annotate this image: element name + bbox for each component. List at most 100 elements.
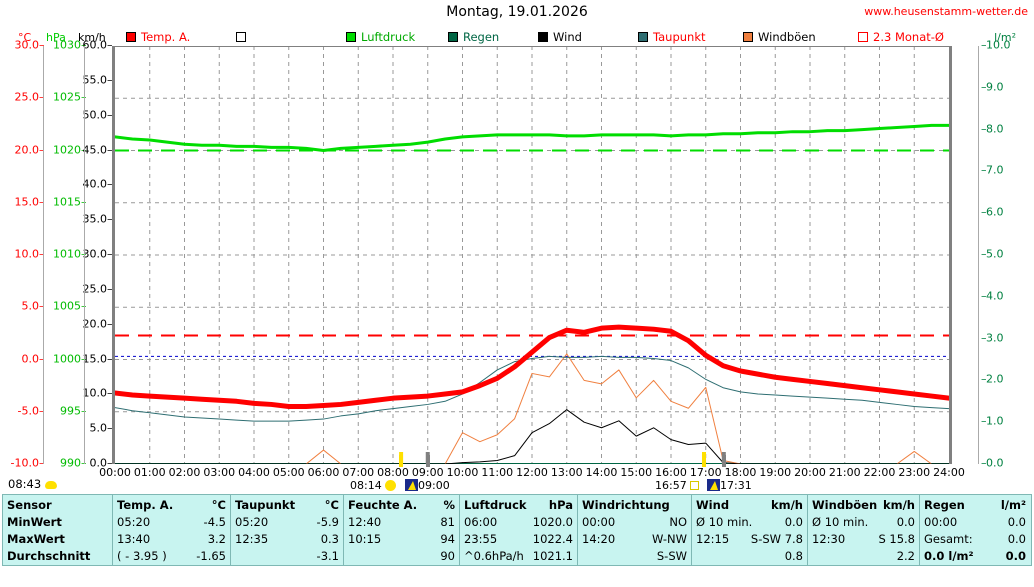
table-cell-label: 05:20 — [117, 515, 151, 529]
table-header-label: Windböen — [812, 498, 878, 512]
table-cell-label: 00:00 — [582, 515, 616, 529]
axis-tick: 995– — [60, 404, 87, 418]
x-axis-tick-label: 14:00 — [585, 466, 618, 479]
table-cell-value: NO — [669, 515, 687, 529]
x-axis-tick-label: 01:00 — [133, 466, 166, 479]
table-cell-value: 1022.4 — [532, 532, 573, 546]
axis-tick: 50.0– — [82, 108, 113, 122]
chart-svg — [115, 46, 949, 464]
table-row: Ø 10 min. 0.0 — [696, 514, 803, 531]
axis-tick: –7.0 — [981, 163, 1004, 177]
table-row: ^0.6hPa/h 1021.1 — [464, 548, 573, 565]
pressure-axis: 1030– 1025– 1020– 1015– 1010– 1005– 1000– 995– 9… — [44, 39, 87, 470]
axis-tick: 1020– — [53, 143, 87, 156]
legend-swatch-icon — [236, 32, 246, 42]
legend-swatch-icon — [638, 32, 648, 42]
x-axis-tick-label: 00:00 — [99, 466, 131, 479]
x-axis-tick-label: 19:00 — [759, 466, 792, 479]
series-line-taupunkt — [115, 355, 949, 422]
series-line-temp-a — [115, 324, 949, 410]
axis-tick: 60.0– — [82, 38, 113, 52]
moonset-marker — [721, 455, 726, 467]
table-cell-value: W-NW — [651, 532, 687, 546]
table-header-unit: l/m² — [1000, 498, 1026, 512]
table-row: -3.1 — [235, 548, 339, 565]
moonrise-event: 09:00 — [405, 479, 450, 492]
table-cell-label: 06:00 — [464, 515, 498, 529]
table-cell-value: 0.0 — [784, 515, 803, 529]
axis-tick: 30.0– — [14, 38, 45, 52]
sunset-event: 16:57 — [655, 479, 700, 492]
axis-tick: 45.0– — [82, 143, 113, 156]
table-header-label: Regen — [924, 498, 965, 512]
current-time-label: 08:43 — [8, 477, 57, 491]
table-header-label: Windrichtung — [582, 498, 670, 512]
table-row: Ø 10 min. 0.0 — [812, 514, 915, 531]
x-axis-tick-label: 15:00 — [620, 466, 653, 479]
table-cell-value: 81 — [440, 515, 455, 529]
axis-tick: 1025– — [53, 90, 87, 104]
axis-tick: –6.0 — [981, 205, 1004, 219]
axis-tick: 35.0– — [82, 212, 113, 226]
legend-label: 2.3 Monat-Ø — [873, 30, 944, 44]
table-row: 13:40 3.2 — [117, 531, 226, 548]
page-title: Montag, 19.01.2026 — [446, 4, 588, 20]
table-cell-value: -4.5 — [203, 515, 226, 529]
table-cell-value: 0.0 — [1005, 549, 1026, 563]
table-cell-value: 3.2 — [207, 532, 226, 546]
table-header-row: Luftdruck hPa — [464, 497, 573, 514]
table-header-unit: km/h — [770, 498, 803, 512]
wind-unit-label: km/h — [78, 31, 106, 44]
moonset-event: 17:31 — [707, 479, 752, 492]
rain-axis-rule — [978, 46, 979, 464]
table-row: 0.8 — [696, 548, 803, 565]
axis-tick: 1015– — [53, 195, 87, 209]
table-header-row: Regen l/m² — [924, 497, 1026, 514]
x-axis-tick-label: 07:00 — [342, 466, 375, 479]
legend-label: Wind — [553, 30, 582, 44]
table-cell-label: ( - 3.95 ) — [117, 549, 167, 563]
table-column-regen: Regen l/m² 00:00 0.0 Gesamt: 0.0 0.0 l/m² 0.0 — [920, 495, 1030, 565]
table-cell-value: S-SW — [656, 549, 687, 563]
moon-icon — [405, 479, 418, 491]
table-row: 12:30 S 15.8 — [812, 531, 915, 548]
sun-icon — [385, 480, 397, 491]
axis-tick: 20.0– — [14, 143, 45, 156]
table-cell-value: -1.65 — [196, 549, 226, 563]
x-axis-tick-label: 11:00 — [481, 466, 514, 479]
x-axis-tick-label: 03:00 — [203, 466, 236, 479]
table-cell-label: Durchschnitt — [7, 549, 91, 563]
table-cell-value: 90 — [440, 549, 455, 563]
table-header-row: Temp. A. °C — [117, 497, 226, 514]
legend-swatch-icon — [538, 32, 548, 42]
series-line-windb-en — [115, 353, 949, 464]
x-axis-tick-label: 16:00 — [655, 466, 687, 479]
legend-swatch-icon — [346, 32, 356, 42]
legend-item-blank — [236, 32, 251, 42]
table-cell-value: 0.0 — [1007, 515, 1026, 529]
table-row: MinWert — [7, 514, 108, 531]
series-line-wind — [115, 409, 949, 464]
table-row: 12:40 81 — [348, 514, 455, 531]
x-axis-tick-label: 04:00 — [238, 466, 270, 479]
table-cell-label: 12:40 — [348, 515, 382, 529]
table-header-row: Taupunkt °C — [235, 497, 339, 514]
table-cell-value: S-SW 7.8 — [750, 532, 803, 546]
table-row: 05:20 -5.9 — [235, 514, 339, 531]
axis-tick: 1000– — [53, 352, 87, 365]
site-url: www.heusenstamm-wetter.de — [864, 5, 1028, 18]
sunrise-marker — [399, 455, 404, 467]
axis-tick: 0.0– — [21, 352, 45, 365]
axis-tick: –8.0 — [981, 122, 1004, 136]
table-cell-label: 13:40 — [117, 532, 151, 546]
axis-tick: 1010– — [53, 247, 87, 261]
table-row: 12:15 S-SW 7.8 — [696, 531, 803, 548]
legend-label: Regen — [463, 30, 500, 44]
table-cell-label: ^0.6hPa/h — [464, 549, 524, 563]
chart-legend: Temp. A. Luftdruck Regen Wind Taupunkt Windbö… — [118, 29, 944, 45]
table-cell-label: 12:15 — [696, 532, 730, 546]
table-header-label: Feuchte A. — [348, 498, 418, 512]
table-column-sensor: SensorMinWertMaxWertDurchschnitt19.01. 2… — [3, 495, 113, 580]
